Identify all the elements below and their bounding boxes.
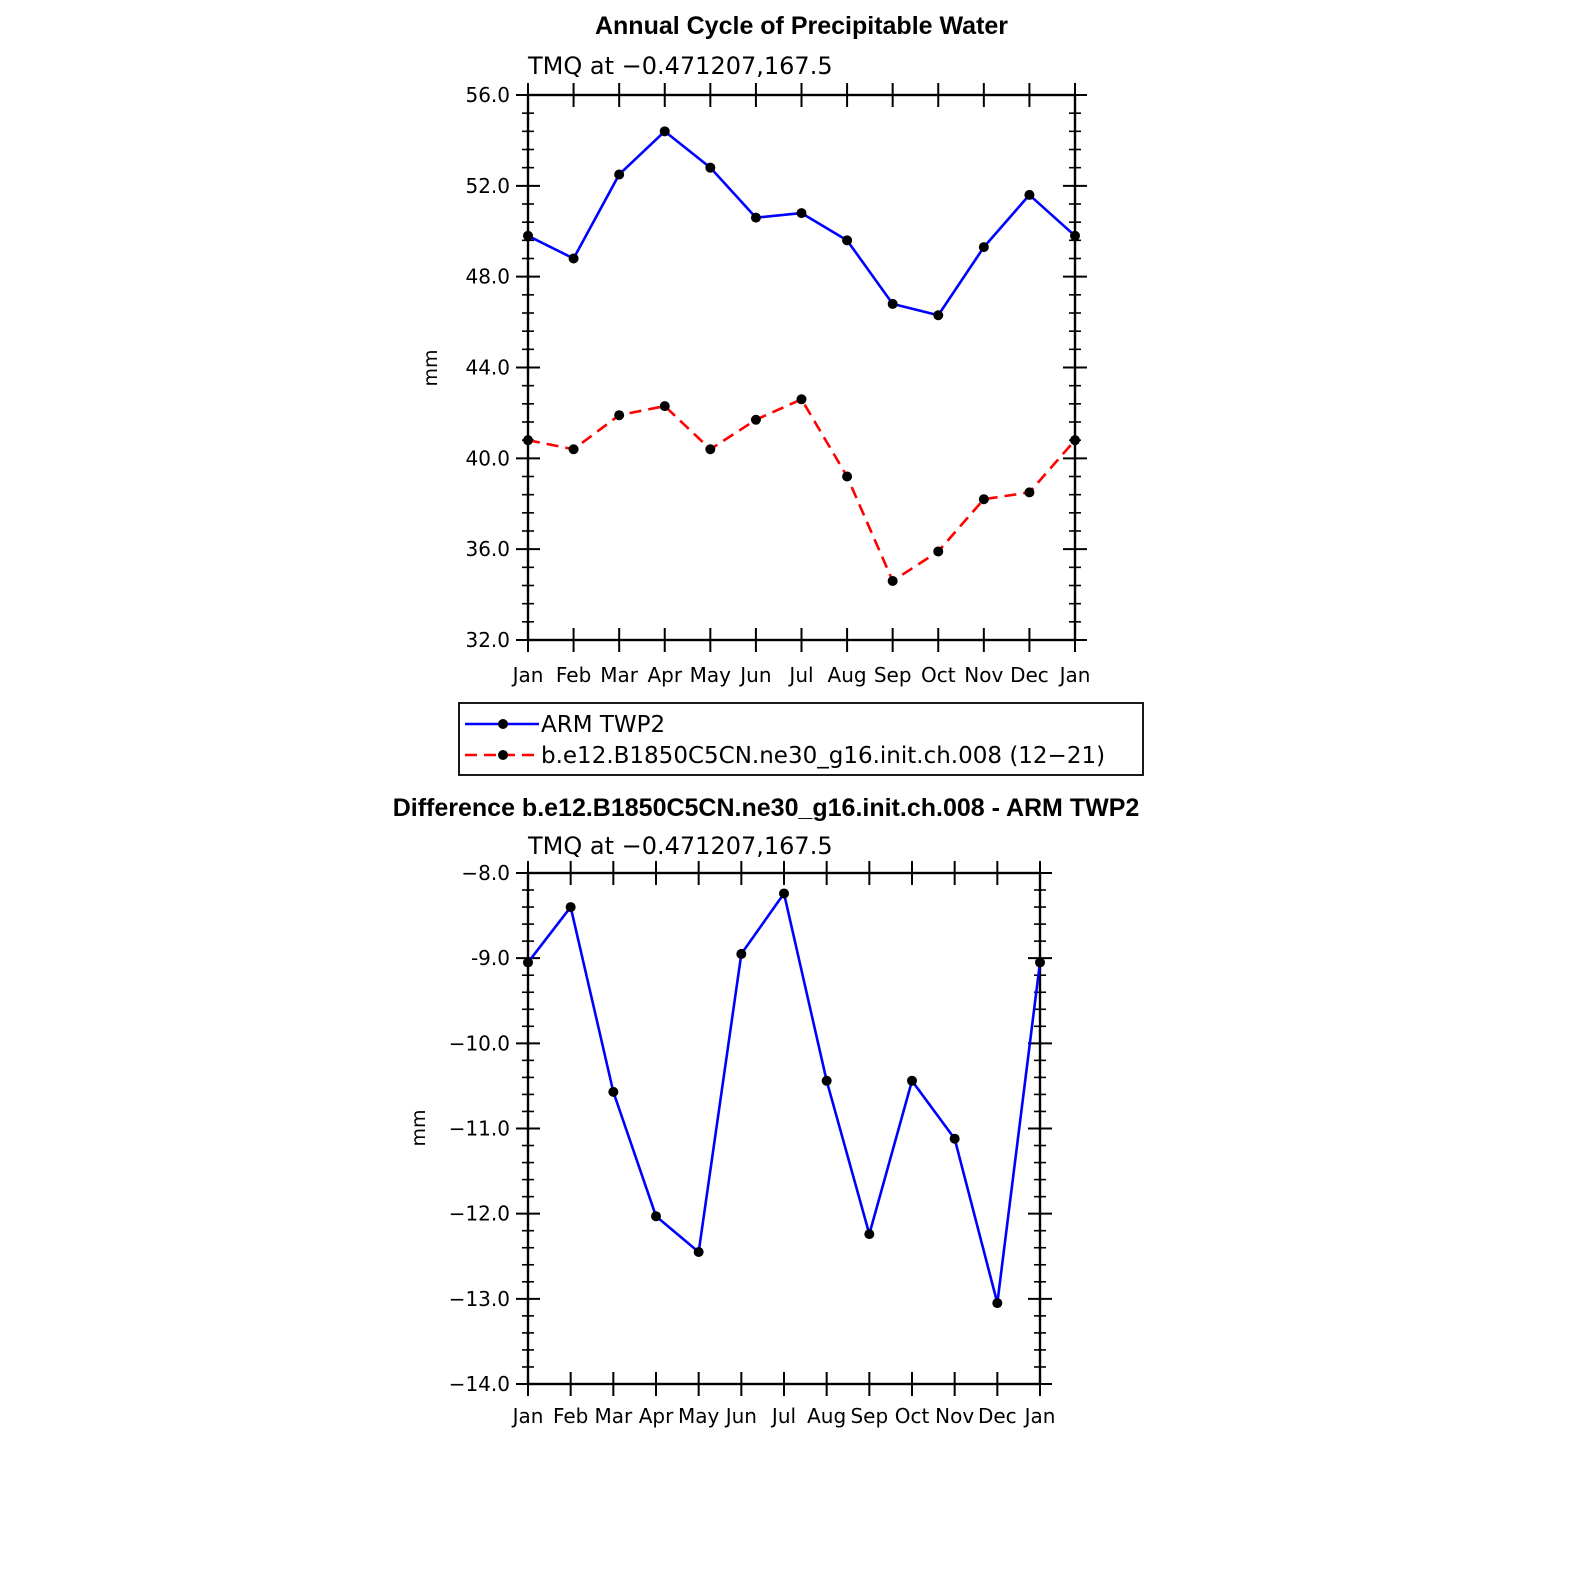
data-point-series-0 <box>978 242 989 253</box>
data-point-series-1 <box>1070 435 1080 446</box>
x-tick-label: Nov <box>935 1404 974 1428</box>
x-tick-label: Jan <box>1023 1404 1056 1428</box>
data-point-series-0 <box>651 1211 661 1222</box>
x-tick-label: Apr <box>647 663 682 687</box>
data-point-series-0 <box>1024 189 1035 200</box>
data-point-series-0 <box>523 957 533 968</box>
x-tick-label: Apr <box>639 1404 674 1428</box>
data-point-series-1 <box>523 435 533 446</box>
data-point-series-0 <box>750 212 761 223</box>
chart-title: Difference b.e12.B1850C5CN.ne30_g16.init… <box>393 794 1140 822</box>
legend-marker-0 <box>498 719 508 729</box>
data-point-series-1 <box>568 444 579 455</box>
x-tick-label: Dec <box>978 1404 1017 1428</box>
x-tick-label: Nov <box>964 663 1003 687</box>
x-tick-label: May <box>678 1404 720 1428</box>
x-tick-label: Sep <box>850 1404 888 1428</box>
data-point-series-0 <box>705 162 716 173</box>
x-tick-label: Oct <box>921 663 956 687</box>
x-tick-label: Jan <box>511 1404 544 1428</box>
y-tick-label: 56.0 <box>465 83 510 107</box>
data-point-series-1 <box>1024 487 1035 498</box>
data-point-series-0 <box>1070 230 1080 241</box>
x-tick-label: Sep <box>874 663 912 687</box>
chart-subtitle: TMQ at −0.471207,167.5 <box>527 832 833 860</box>
data-point-series-1 <box>750 414 761 425</box>
data-point-series-1 <box>659 401 670 412</box>
x-tick-label: Dec <box>1010 663 1049 687</box>
data-point-series-1 <box>887 575 898 586</box>
y-axis-label: mm <box>420 349 442 386</box>
x-tick-label: Oct <box>895 1404 930 1428</box>
x-tick-label: Jan <box>511 663 544 687</box>
y-tick-label: 36.0 <box>465 537 510 561</box>
legend-label-0: ARM TWP2 <box>541 712 665 738</box>
series-line-0 <box>526 892 1042 1305</box>
chart-title: Annual Cycle of Precipitable Water <box>595 12 1008 40</box>
y-tick-label: −8.0 <box>461 861 510 885</box>
y-tick-label: 52.0 <box>465 174 510 198</box>
data-point-series-0 <box>565 902 576 913</box>
data-point-series-0 <box>796 208 807 219</box>
data-point-series-1 <box>933 546 944 557</box>
data-point-series-0 <box>949 1133 960 1144</box>
y-tick-label: −13.0 <box>449 1287 510 1311</box>
x-tick-label: Jan <box>1058 663 1091 687</box>
chart-subtitle: TMQ at −0.471207,167.5 <box>527 52 833 80</box>
data-point-series-1 <box>614 410 625 421</box>
x-tick-label: Jun <box>724 1404 757 1428</box>
y-tick-label: -9.0 <box>471 946 510 970</box>
data-point-series-0 <box>608 1086 619 1097</box>
data-point-series-0 <box>693 1246 704 1257</box>
x-tick-label: Aug <box>828 663 867 687</box>
data-point-series-0 <box>907 1075 917 1086</box>
y-axis-label: mm <box>408 1109 430 1146</box>
data-point-series-0 <box>659 126 670 137</box>
data-point-series-0 <box>821 1075 832 1086</box>
series-line-0 <box>527 130 1076 317</box>
x-tick-label: Feb <box>556 663 591 687</box>
plot-frame <box>526 93 1077 642</box>
data-point-series-1 <box>978 494 989 505</box>
y-tick-label: −11.0 <box>449 1117 510 1141</box>
y-tick-label: 32.0 <box>465 628 510 652</box>
data-point-series-0 <box>568 253 579 264</box>
data-point-series-0 <box>842 235 853 246</box>
data-point-series-1 <box>842 471 853 482</box>
x-tick-label: Mar <box>600 663 639 687</box>
data-point-series-0 <box>1035 957 1045 968</box>
legend-marker-1 <box>498 750 508 760</box>
y-tick-label: 40.0 <box>465 446 510 470</box>
x-tick-label: Jul <box>770 1404 796 1428</box>
legend-label-1: b.e12.B1850C5CN.ne30_g16.init.ch.008 (12… <box>541 743 1105 769</box>
data-point-series-0 <box>887 298 898 309</box>
x-tick-label: Jul <box>787 663 813 687</box>
data-point-series-0 <box>779 888 789 899</box>
x-tick-label: Jun <box>738 663 771 687</box>
y-tick-label: −14.0 <box>449 1372 510 1396</box>
data-point-series-1 <box>796 394 807 405</box>
legend-box <box>458 702 1144 776</box>
x-tick-label: May <box>690 663 732 687</box>
series-line-1 <box>527 397 1076 583</box>
data-point-series-0 <box>523 230 533 241</box>
x-tick-label: Mar <box>594 1404 633 1428</box>
data-point-series-0 <box>864 1229 875 1240</box>
plot-frame <box>526 871 1042 1386</box>
y-tick-label: −10.0 <box>449 1031 510 1055</box>
y-tick-label: 48.0 <box>465 265 510 289</box>
data-point-series-0 <box>933 310 944 321</box>
data-point-series-0 <box>614 169 625 180</box>
y-tick-label: −12.0 <box>449 1202 510 1226</box>
data-point-series-0 <box>992 1298 1003 1309</box>
data-point-series-0 <box>736 948 747 959</box>
x-tick-label: Aug <box>807 1404 846 1428</box>
x-tick-label: Feb <box>553 1404 588 1428</box>
y-tick-label: 44.0 <box>465 356 510 380</box>
data-point-series-1 <box>705 444 716 455</box>
